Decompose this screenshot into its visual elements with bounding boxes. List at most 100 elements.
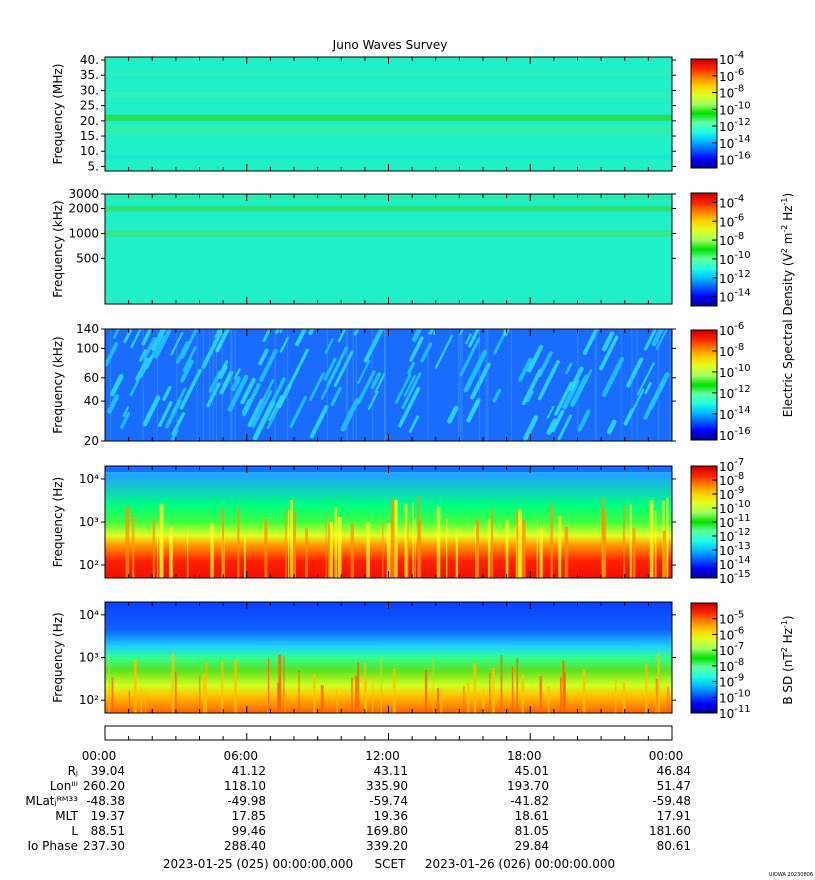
spike	[221, 660, 224, 713]
burst-streak	[113, 329, 120, 339]
ephemeris-value: 335.90	[366, 779, 408, 793]
time-tick-label: 18:00	[507, 749, 542, 763]
spike	[394, 499, 398, 578]
burst-streak	[599, 335, 619, 371]
burst-streak	[401, 372, 422, 410]
spike	[482, 688, 485, 713]
burst-streak	[242, 383, 261, 417]
burst-streak	[227, 374, 249, 412]
colorbar-tick-label: 10-14	[719, 288, 751, 305]
spike	[475, 519, 479, 578]
time-tick-label: 12:00	[365, 749, 400, 763]
spike	[563, 672, 566, 713]
ephemeris-value: -41.82	[510, 794, 549, 808]
burst-streak	[309, 405, 329, 439]
spike	[287, 509, 290, 578]
burst-streak	[180, 359, 194, 383]
spike	[237, 506, 240, 578]
burst-streak	[407, 362, 415, 375]
spectrogram-panels: 5.10.15.20.25. 30.35.40. Frequency (MHz) 10…	[51, 50, 751, 721]
colorbar-tick-label: 10-6	[719, 212, 744, 229]
burst-streak	[546, 405, 555, 419]
burst-streak	[176, 341, 190, 364]
spectrogram-e-hz	[105, 466, 672, 578]
y-axis-label: Frequency (kHz)	[51, 336, 65, 433]
colorbar-tick-label: 10-12	[719, 269, 751, 286]
spike	[539, 528, 543, 578]
spike	[505, 520, 509, 578]
burst-streak	[308, 372, 325, 402]
spike	[614, 677, 617, 713]
spike	[108, 653, 110, 713]
colorbar-tick-label: 10-14	[719, 405, 751, 422]
burst-streak	[521, 368, 543, 406]
burst-streak	[408, 415, 420, 433]
spike	[268, 658, 270, 713]
spike	[205, 661, 207, 713]
burst-streak	[151, 329, 167, 351]
colorbar-tick-label: 10-8	[719, 231, 744, 248]
burst-streak	[337, 329, 347, 343]
spike	[562, 660, 565, 713]
burst-streak	[636, 362, 655, 396]
burst-streak	[253, 378, 275, 418]
colorbar-tick-label: 10-15	[719, 569, 751, 586]
ephemeris-value: 339.20	[366, 839, 408, 853]
spike	[132, 515, 135, 578]
y-tick-label: 40.	[80, 53, 99, 67]
spike	[290, 500, 293, 578]
colorbar-tick-label: 10-6	[719, 321, 744, 338]
spike	[390, 498, 395, 578]
burst-streak	[577, 409, 591, 432]
y-tick-label: 10³	[79, 651, 99, 665]
spike	[432, 655, 434, 713]
colorbar-tick-label: 10-12	[719, 117, 751, 134]
ephemeris-label: Rⱼ	[68, 764, 78, 778]
burst-streak	[258, 348, 269, 366]
burst-streak	[357, 370, 376, 404]
burst-streak	[537, 359, 560, 401]
spike	[487, 519, 491, 578]
ephemeris-label: Lonᴵᴵᴵ	[50, 779, 78, 793]
y-tick-label: 1000	[68, 226, 99, 240]
colorbar-tick-label: 10-16	[719, 151, 751, 168]
spike	[492, 667, 495, 713]
burst-streak	[122, 406, 130, 418]
burst-streak	[554, 381, 573, 416]
spike	[662, 530, 667, 578]
spike	[473, 663, 477, 713]
spike	[284, 689, 286, 713]
spike	[564, 526, 569, 578]
spike	[202, 672, 206, 713]
spike	[491, 509, 493, 578]
spike	[111, 677, 114, 713]
burst-streak	[288, 348, 309, 386]
burst-streak	[569, 366, 584, 392]
burst-streak	[252, 400, 276, 441]
time-tick-label: 06:00	[223, 749, 258, 763]
burst-streak	[468, 329, 480, 348]
footer-left: 2023-01-25 (025) 00:00:00.000	[163, 857, 353, 871]
burst-streak	[120, 411, 131, 429]
burst-streak	[308, 329, 315, 336]
burst-streak	[466, 399, 480, 423]
burst-streak	[367, 390, 379, 411]
colorbar	[690, 192, 718, 307]
weak-band	[105, 125, 672, 135]
ephemeris-value: -49.98	[227, 794, 266, 808]
spike	[539, 676, 543, 713]
burst-streak	[129, 357, 151, 397]
weak-band	[105, 91, 672, 99]
burst-streak	[601, 356, 625, 398]
panel-hf-mhz: 5.10.15.20.25. 30.35.40. Frequency (MHz) 10…	[51, 50, 751, 173]
ephemeris-value: 41.12	[232, 764, 266, 778]
ephemeris-table: Rⱼ 39.04 41.12 43.11 45.01 46.84 Lonᴵᴵᴵ 260.20 1…	[25, 764, 691, 853]
spike	[152, 519, 155, 578]
spike	[392, 668, 396, 713]
spike	[414, 518, 416, 578]
y-tick-label: 10²	[79, 558, 99, 572]
emission-band	[105, 114, 672, 121]
spike	[278, 654, 282, 713]
burst-streak	[651, 329, 665, 347]
burst-streak	[601, 331, 615, 352]
